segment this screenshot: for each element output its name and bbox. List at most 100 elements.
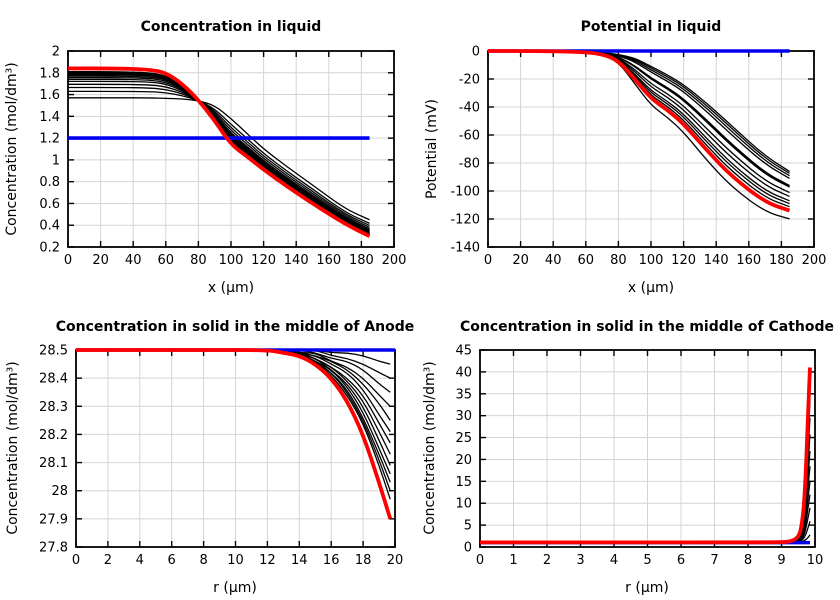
x-tick-label: 20 xyxy=(387,553,404,568)
series-t05 xyxy=(68,80,370,230)
x-tick-label: 160 xyxy=(736,253,761,268)
series-t06 xyxy=(480,466,811,544)
y-tick-label: 0.2 xyxy=(39,241,60,256)
y-tick-label: 0.6 xyxy=(39,197,60,212)
series-final xyxy=(68,66,371,238)
y-tick-label: 1 xyxy=(52,153,60,168)
y-tick-label: 1.8 xyxy=(39,66,60,81)
y-tick-label: 0.8 xyxy=(39,175,60,190)
x-tick-label: 40 xyxy=(125,253,142,268)
series-t04 xyxy=(68,83,370,228)
x-tick-label: 14 xyxy=(291,553,308,568)
x-tick-label: 80 xyxy=(190,253,207,268)
series-t02 xyxy=(480,521,811,544)
series-t12 xyxy=(480,377,811,544)
plot-area: 0 2 4 6 8 10 12 14 16 18 20 27.8 27.9 28 28.1 28.2 28.3 2… xyxy=(39,344,403,569)
y-tick-label: 2 xyxy=(52,45,60,60)
x-tick-label: 8 xyxy=(744,553,752,568)
series-t13 xyxy=(480,372,811,544)
series-t08 xyxy=(488,50,790,194)
x-tick-label: 180 xyxy=(769,253,794,268)
plot-title: Concentration in solid in the middle of … xyxy=(56,319,414,335)
series-t04 xyxy=(480,494,811,544)
y-tick-label: 1.6 xyxy=(39,88,60,103)
y-tick-label: -40 xyxy=(459,101,480,116)
series-t10 xyxy=(480,400,811,544)
series-t01 xyxy=(68,97,370,221)
series-t11 xyxy=(480,387,811,544)
y-tick-label: 35 xyxy=(455,387,472,402)
y-tick-label: 45 xyxy=(455,344,472,359)
x-tick-label: 140 xyxy=(704,253,729,268)
x-tick-label: 180 xyxy=(349,253,374,268)
subplot-concentration-liquid: 0 20 40 60 80 100 120 140 160 180 200 0.2 0.4 0.6 0.8 1… xyxy=(0,0,420,300)
series-t10 xyxy=(76,349,391,475)
concentration-solid-anode-plot: 0 2 4 6 8 10 12 14 16 18 20 27.8 27.9 28 28.1 28.2 28.3 2… xyxy=(5,319,414,596)
y-tick-label: -120 xyxy=(450,213,480,228)
y-tick-label: 27.8 xyxy=(39,541,68,556)
series-t08 xyxy=(480,434,811,544)
x-tick-label: 1 xyxy=(509,553,517,568)
x-tick-label: 5 xyxy=(643,553,651,568)
y-tick-label: 30 xyxy=(455,409,472,424)
y-tick-label: 0 xyxy=(472,45,480,60)
x-tick-label: 20 xyxy=(512,253,529,268)
subplot-potential-liquid: 0 20 40 60 80 100 120 140 160 180 200 -140 -120 -100 -… xyxy=(420,0,840,300)
x-tick-label: 0 xyxy=(64,253,72,268)
plot-title: Concentration in solid in the middle of … xyxy=(460,319,834,335)
plot-area: 0 20 40 60 80 100 120 140 160 180 200 -140 -120 -100 -… xyxy=(450,45,826,269)
y-tick-label: 20 xyxy=(455,453,472,468)
y-tick-label: 28.4 xyxy=(39,372,68,387)
y-tick-label: -140 xyxy=(450,241,480,256)
subplot-concentration-solid-cathode: 0 1 2 3 4 5 6 7 8 9 10 0 5 10 15 20 25 30 35 40 45 Concentra… xyxy=(420,300,840,600)
x-tick-label: 2 xyxy=(104,553,112,568)
x-tick-label: 2 xyxy=(543,553,551,568)
series-t02 xyxy=(68,90,370,224)
y-tick-label: 28.2 xyxy=(39,428,68,443)
x-tick-label: 40 xyxy=(545,253,562,268)
x-tick-label: 8 xyxy=(199,553,207,568)
y-tick-label: -80 xyxy=(459,157,480,172)
y-tick-label: 1.4 xyxy=(39,110,60,125)
x-tick-label: 60 xyxy=(578,253,595,268)
x-tick-label: 4 xyxy=(610,553,618,568)
series-final xyxy=(488,49,791,213)
x-axis-label: r (µm) xyxy=(213,580,257,596)
x-tick-label: 10 xyxy=(807,553,824,568)
y-tick-label: -20 xyxy=(459,73,480,88)
plot-area: 0 20 40 60 80 100 120 140 160 180 200 0.2 0.4 0.6 0.8 1… xyxy=(39,45,406,269)
x-tick-label: 16 xyxy=(323,553,340,568)
y-tick-label: 5 xyxy=(464,519,472,534)
y-tick-label: 0.4 xyxy=(39,219,60,234)
x-axis-label: x (µm) xyxy=(208,280,254,296)
series-t12 xyxy=(488,50,790,208)
y-tick-label: 28.5 xyxy=(39,344,68,359)
x-tick-label: 160 xyxy=(316,253,341,268)
plot-title: Concentration in liquid xyxy=(141,19,322,35)
y-tick-label: 40 xyxy=(455,365,472,380)
x-tick-label: 12 xyxy=(259,553,276,568)
x-tick-label: 10 xyxy=(227,553,244,568)
y-axis-label: Concentration (mol/dm³) xyxy=(4,62,20,235)
series-t01 xyxy=(76,349,391,365)
series-t05 xyxy=(488,50,790,187)
y-tick-label: -60 xyxy=(459,129,480,144)
x-axis-label: r (µm) xyxy=(625,580,669,596)
y-tick-label: 28.1 xyxy=(39,456,68,471)
concentration-liquid-plot: 0 20 40 60 80 100 120 140 160 180 200 0.2 0.4 0.6 0.8 1… xyxy=(4,19,406,296)
y-tick-label: 0 xyxy=(464,541,472,556)
y-tick-label: 25 xyxy=(455,431,472,446)
y-tick-label: 1.2 xyxy=(39,132,60,147)
x-tick-label: 80 xyxy=(610,253,627,268)
series-t07 xyxy=(480,451,811,544)
y-tick-label: 28 xyxy=(51,484,68,499)
x-tick-label: 18 xyxy=(355,553,372,568)
y-tick-label: 27.9 xyxy=(39,512,68,527)
series-t09 xyxy=(480,417,811,544)
y-tick-label: 15 xyxy=(455,475,472,490)
series-t03 xyxy=(68,86,370,227)
x-tick-label: 9 xyxy=(777,553,785,568)
x-tick-label: 0 xyxy=(72,553,80,568)
